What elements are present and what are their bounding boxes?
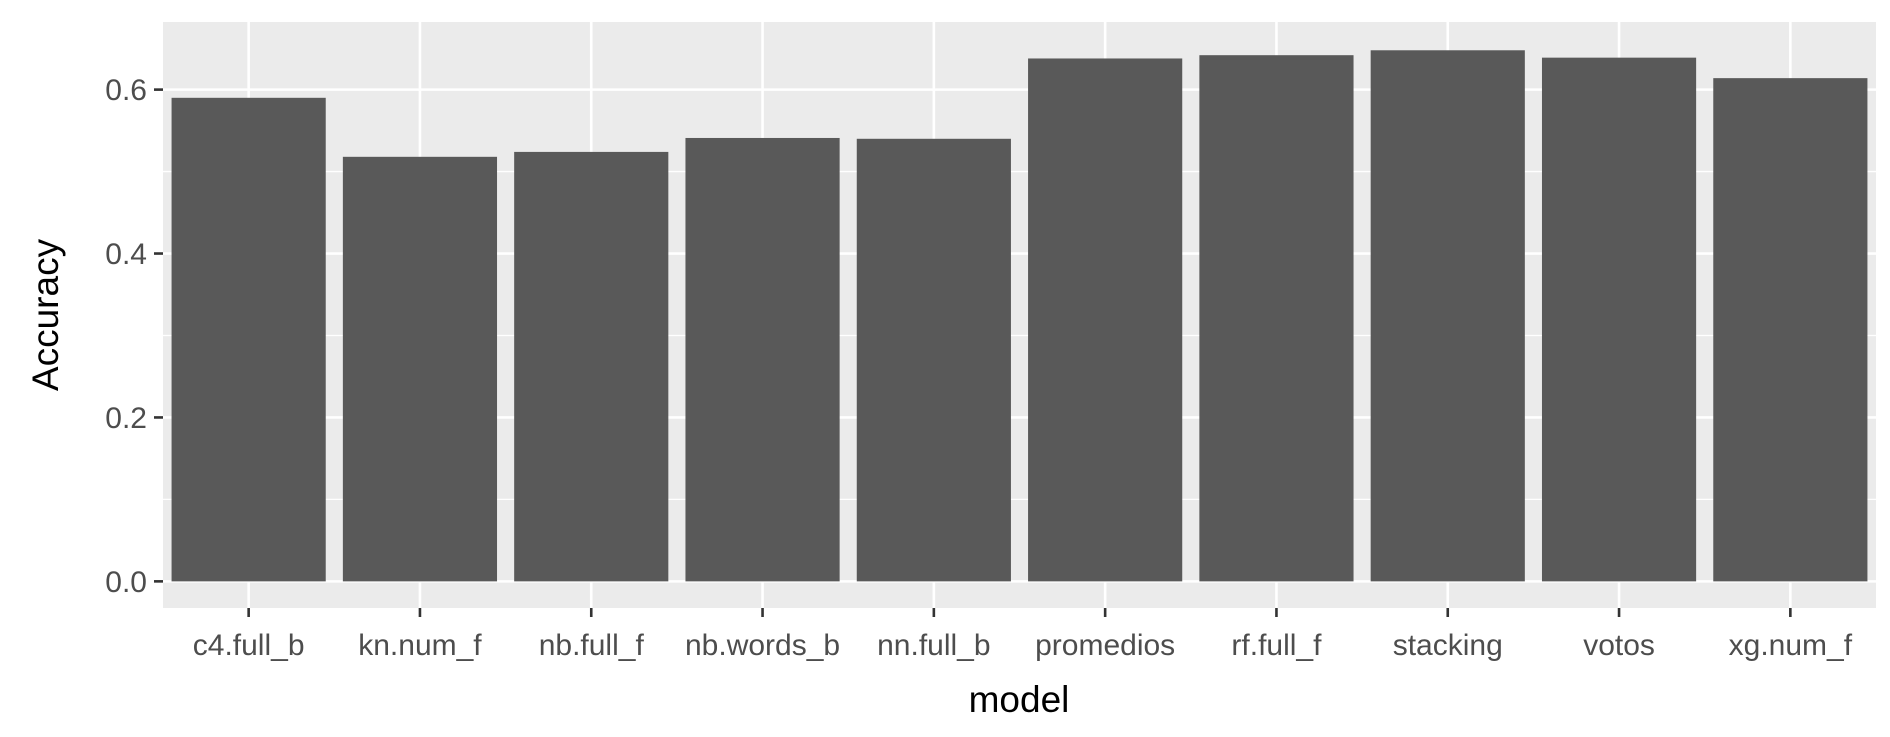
x-tick-label: kn.num_f [358,629,482,662]
bar [1713,78,1868,582]
x-axis: c4.full_b kn.num_f nb.full_f nb.words_b nn.f… [193,608,1853,662]
bars [171,50,1868,582]
y-axis: 0.0 0.2 0.4 0.6 [105,74,163,599]
bar [685,137,840,582]
x-tick-label: promedios [1035,629,1175,662]
y-tick-label: 0.0 [105,566,147,599]
bar [856,138,1011,582]
y-tick-label: 0.6 [105,74,147,107]
bar [514,151,669,582]
x-tick-label: rf.full_f [1231,629,1322,662]
bar [1370,50,1525,582]
bar [1541,57,1697,582]
x-tick-label: stacking [1393,629,1503,662]
y-tick-label: 0.4 [105,238,147,271]
bar [1028,58,1183,582]
bar [342,156,498,582]
x-tick-label: xg.num_f [1729,629,1853,662]
x-tick-label: nn.full_b [877,629,990,662]
bar [1199,55,1354,582]
x-tick-label: nb.full_f [539,629,645,662]
x-axis-title: model [969,679,1070,720]
bar [171,97,326,582]
x-tick-label: votos [1583,629,1655,662]
x-tick-label: c4.full_b [193,629,305,662]
x-tick-label: nb.words_b [685,629,840,662]
y-axis-title: Accuracy [25,238,66,391]
y-tick-label: 0.2 [105,402,147,435]
